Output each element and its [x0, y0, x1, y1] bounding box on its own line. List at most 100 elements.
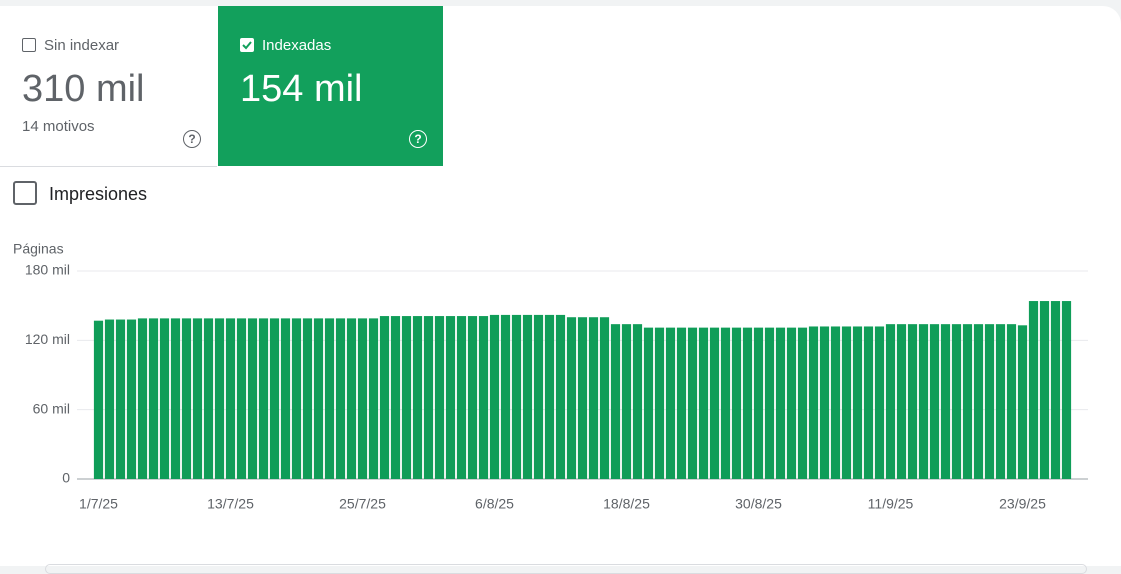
- bar: [951, 324, 962, 479]
- not-indexed-tile[interactable]: Sin indexar 310 mil 14 motivos ?: [0, 6, 217, 166]
- bar: [170, 318, 181, 479]
- bar: [1050, 301, 1061, 479]
- bar: [533, 314, 544, 479]
- bar: [379, 316, 390, 479]
- impressions-toggle[interactable]: Impresiones: [13, 181, 147, 205]
- bar: [709, 327, 720, 479]
- help-icon[interactable]: ?: [409, 130, 427, 148]
- x-tick-label: 1/7/25: [79, 496, 118, 512]
- bar: [445, 316, 456, 479]
- bar: [676, 327, 687, 479]
- tile-label-text: Indexadas: [262, 37, 332, 54]
- bar: [852, 326, 863, 479]
- bar: [434, 316, 445, 479]
- bar: [819, 326, 830, 479]
- bar: [687, 327, 698, 479]
- x-tick-label: 11/9/25: [868, 496, 914, 512]
- separator: [0, 166, 217, 167]
- y-tick-label: 180 mil: [25, 262, 70, 278]
- tile-label-text: Sin indexar: [44, 37, 120, 54]
- bar: [522, 314, 533, 479]
- bar: [335, 318, 346, 479]
- bar: [104, 319, 115, 479]
- bar: [742, 327, 753, 479]
- toggle-label: Impresiones: [49, 184, 148, 204]
- bar: [1006, 324, 1017, 479]
- bar: [588, 317, 599, 479]
- bar: [93, 320, 104, 479]
- tile-label: Indexadas: [240, 37, 331, 54]
- bar: [115, 319, 126, 479]
- bar: [236, 318, 247, 479]
- bar: [412, 316, 423, 479]
- bar: [610, 324, 621, 479]
- bar: [511, 314, 522, 479]
- bar: [786, 327, 797, 479]
- bar: [225, 318, 236, 479]
- tile-value: 154 mil: [240, 68, 363, 110]
- x-tick-label: 6/8/25: [475, 496, 514, 512]
- bar: [214, 318, 225, 479]
- bar: [577, 317, 588, 479]
- bar: [907, 324, 918, 479]
- bar: [544, 314, 555, 479]
- bar: [764, 327, 775, 479]
- bar: [423, 316, 434, 479]
- bar: [357, 318, 368, 479]
- bar: [566, 317, 577, 479]
- x-tick-label: 30/8/25: [735, 496, 782, 512]
- bar: [126, 319, 137, 479]
- bar: [753, 327, 764, 479]
- bar: [962, 324, 973, 479]
- bar: [555, 314, 566, 479]
- bar: [489, 314, 500, 479]
- bar: [1028, 301, 1039, 479]
- bar: [313, 318, 324, 479]
- bar: [324, 318, 335, 479]
- bar: [368, 318, 379, 479]
- y-axis-title: Páginas: [13, 241, 64, 257]
- bar: [984, 324, 995, 479]
- indexed-tile[interactable]: Indexadas 154 mil ?: [218, 6, 443, 166]
- bar: [654, 327, 665, 479]
- bar: [632, 324, 643, 479]
- bar: [478, 316, 489, 479]
- bar: [940, 324, 951, 479]
- bar: [775, 327, 786, 479]
- tile-sub: 14 motivos: [22, 118, 95, 135]
- y-tick-label: 60 mil: [33, 400, 70, 416]
- bar: [269, 318, 280, 479]
- bar: [346, 318, 357, 479]
- bar: [643, 327, 654, 479]
- bar: [896, 324, 907, 479]
- bar: [280, 318, 291, 479]
- y-tick-label: 120 mil: [25, 331, 70, 347]
- bar: [830, 326, 841, 479]
- bar: [995, 324, 1006, 479]
- bar: [302, 318, 313, 479]
- bar: [698, 327, 709, 479]
- bar: [159, 318, 170, 479]
- bar: [258, 318, 269, 479]
- bar: [841, 326, 852, 479]
- x-tick-label: 18/8/25: [603, 496, 650, 512]
- bar: [929, 324, 940, 479]
- bar: [181, 318, 192, 479]
- x-tick-label: 25/7/25: [339, 496, 386, 512]
- bar: [720, 327, 731, 479]
- bar: [621, 324, 632, 479]
- bar: [874, 326, 885, 479]
- bar: [137, 318, 148, 479]
- y-tick-label: 0: [62, 470, 70, 486]
- bar: [467, 316, 478, 479]
- bar: [885, 324, 896, 479]
- bar: [731, 327, 742, 479]
- bar: [401, 316, 412, 479]
- bar: [456, 316, 467, 479]
- bar: [500, 314, 511, 479]
- help-icon[interactable]: ?: [183, 130, 201, 148]
- bar: [599, 317, 610, 479]
- x-tick-label: 13/7/25: [207, 496, 254, 512]
